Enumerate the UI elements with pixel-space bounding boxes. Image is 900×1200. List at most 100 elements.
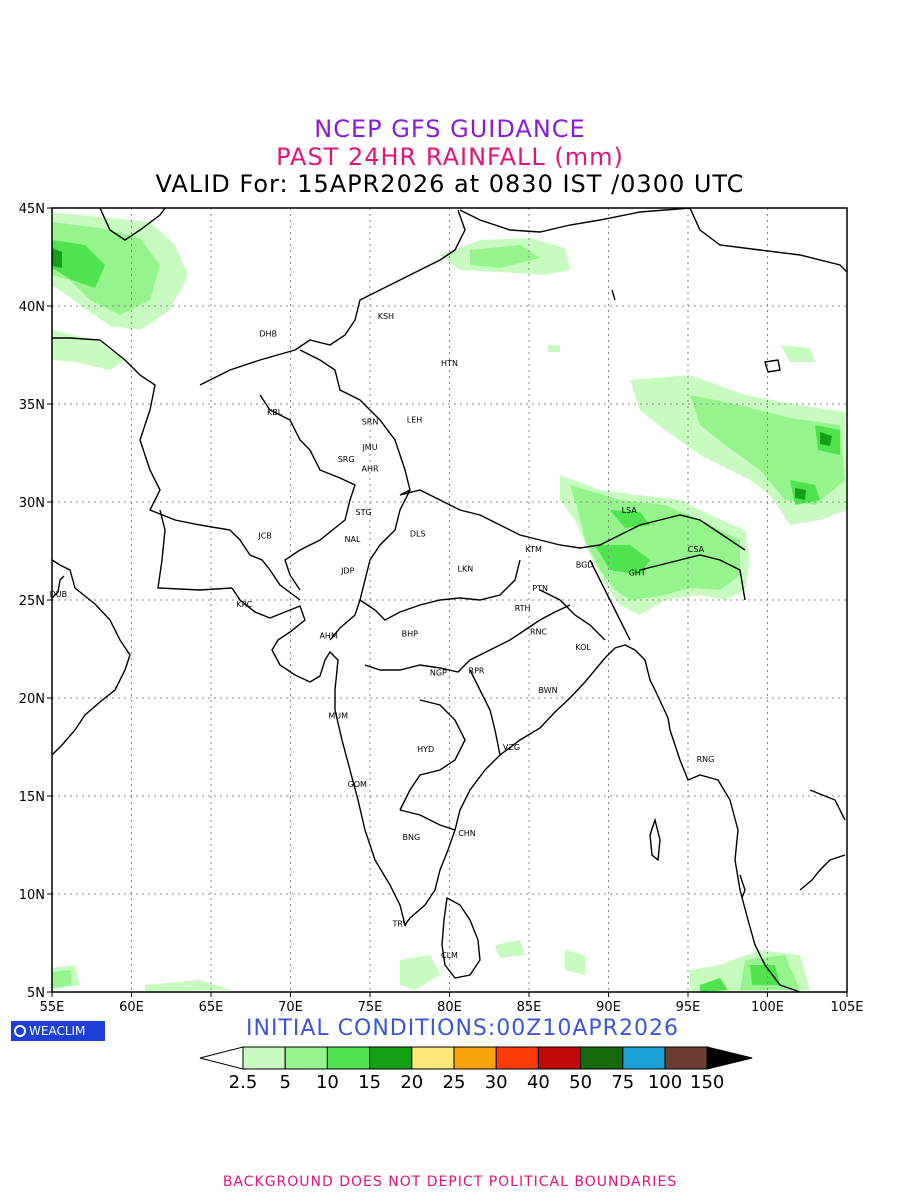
station-label: CHN xyxy=(458,829,476,838)
y-tick-label: 10N xyxy=(19,888,45,903)
colorbar-swatch xyxy=(369,1046,413,1070)
colorbar-swatch xyxy=(664,1046,708,1070)
y-tick-label: 40N xyxy=(19,300,45,315)
colorbar-swatch xyxy=(326,1046,371,1070)
station-label: SRG xyxy=(338,455,355,464)
station-label: BHP xyxy=(402,629,419,638)
x-tick-label: 85E xyxy=(517,1000,542,1015)
colorbar-swatch xyxy=(580,1046,624,1070)
station-label: SRN xyxy=(362,418,379,427)
x-tick-label: 95E xyxy=(676,1000,701,1015)
station-label: AHR xyxy=(361,465,378,474)
station-label: LKN xyxy=(458,565,474,574)
station-label: JMU xyxy=(361,443,377,452)
station-label: RNG xyxy=(697,755,715,764)
x-tick-label: 105E xyxy=(830,1000,863,1015)
station-label: KRC xyxy=(236,600,252,609)
colorbar-label: 30 xyxy=(485,1072,508,1093)
y-tick-label: 35N xyxy=(19,398,45,413)
station-label: BWN xyxy=(539,686,558,695)
initial-conditions: INITIAL CONDITIONS:00Z10APR2026 xyxy=(246,1016,679,1041)
station-label: JDP xyxy=(340,567,355,576)
colorbar-label: 40 xyxy=(527,1072,550,1093)
station-label: AHM xyxy=(319,631,337,640)
station-label: DLS xyxy=(410,529,426,538)
station-label: LEH xyxy=(407,416,423,425)
station-label: KOL xyxy=(575,643,591,652)
colorbar-swatch xyxy=(453,1046,497,1070)
station-label: BGD xyxy=(576,561,594,570)
colorbar-swatch xyxy=(622,1046,666,1070)
x-tick-label: 70E xyxy=(278,1000,303,1015)
logo-icon xyxy=(14,1025,26,1037)
x-tick-label: 90E xyxy=(596,1000,621,1015)
y-tick-label: 45N xyxy=(19,202,45,217)
weaclim-badge: WEACLIM xyxy=(11,1021,105,1041)
colorbar-label: 2.5 xyxy=(229,1072,258,1093)
station-label: RTH xyxy=(515,604,531,613)
station-label: NAL xyxy=(345,535,361,544)
colorbar-label: 75 xyxy=(611,1072,634,1093)
footer-note: BACKGROUND DOES NOT DEPICT POLITICAL BOU… xyxy=(222,1174,678,1190)
colorbar-label: 150 xyxy=(690,1072,724,1093)
station-label: KBL xyxy=(267,408,283,417)
x-tick-label: 60E xyxy=(119,1000,144,1015)
graticule xyxy=(52,208,847,992)
station-label: KTM xyxy=(526,545,543,554)
colorbar-label: 100 xyxy=(648,1072,682,1093)
station-label: KSH xyxy=(378,312,394,321)
station-labels: KSH DHB HTN KBL SRN LEH JMU SRG AHR STG LSA JCB DLS N… xyxy=(50,312,715,960)
station-label: DHB xyxy=(259,329,277,338)
map-subtitle: PAST 24HR RAINFALL (mm) xyxy=(276,143,624,171)
station-label: GHT xyxy=(629,569,646,578)
x-tick-label: 100E xyxy=(751,1000,784,1015)
longitude-axis: 55E 60E 65E 70E 75E 80E 85E 90E 95E 100E 105E xyxy=(40,992,864,1015)
station-label: GOM xyxy=(348,780,367,789)
station-label: CSA xyxy=(688,545,705,554)
x-tick-label: 75E xyxy=(358,1000,383,1015)
station-label: DUB xyxy=(50,590,68,599)
colorbar-swatch xyxy=(242,1046,286,1070)
colorbar: 2.5 5 10 15 20 25 30 40 50 75 100 150 xyxy=(199,1046,753,1093)
valid-time: VALID For: 15APR2026 at 0830 IST /0300 U… xyxy=(155,170,745,198)
x-tick-label: 65E xyxy=(199,1000,224,1015)
station-label: RPR xyxy=(469,667,485,676)
station-label: TRV xyxy=(391,919,408,928)
y-tick-label: 20N xyxy=(19,692,45,707)
station-label: NGP xyxy=(430,669,447,678)
map-title: NCEP GFS GUIDANCE xyxy=(314,115,586,143)
station-label: CLM xyxy=(441,951,458,960)
x-tick-label: 80E xyxy=(437,1000,462,1015)
y-tick-label: 5N xyxy=(27,986,45,1001)
colorbar-label: 15 xyxy=(358,1072,381,1093)
station-label: RNC xyxy=(530,627,548,636)
colorbar-swatch xyxy=(537,1046,582,1070)
colorbar-label: 5 xyxy=(279,1072,290,1093)
station-label: LSA xyxy=(622,506,638,515)
colorbar-swatch xyxy=(495,1046,539,1070)
colorbar-label: 10 xyxy=(316,1072,339,1093)
colorbar-label: 50 xyxy=(569,1072,592,1093)
colorbar-label: 25 xyxy=(443,1072,466,1093)
y-tick-label: 30N xyxy=(19,496,45,511)
station-label: VZG xyxy=(503,743,520,752)
coastlines xyxy=(52,208,847,992)
colorbar-label: 20 xyxy=(400,1072,423,1093)
colorbar-swatch xyxy=(411,1046,455,1070)
rainfall-shading xyxy=(52,212,847,992)
station-label: BNG xyxy=(403,833,421,842)
station-label: HTN xyxy=(441,359,458,368)
station-label: STG xyxy=(356,508,372,517)
station-label: MUM xyxy=(328,712,348,721)
station-label: JCB xyxy=(257,531,271,540)
y-tick-label: 15N xyxy=(19,790,45,805)
badge-label: WEACLIM xyxy=(29,1024,86,1038)
y-tick-label: 25N xyxy=(19,594,45,609)
station-label: PTN xyxy=(532,584,548,593)
station-label: HYD xyxy=(417,745,434,754)
latitude-axis: 45N 40N 35N 30N 25N 20N 15N 10N 5N xyxy=(19,202,52,1001)
x-tick-label: 55E xyxy=(40,1000,65,1015)
colorbar-low-arrow xyxy=(199,1046,244,1070)
colorbar-swatch xyxy=(284,1046,328,1070)
